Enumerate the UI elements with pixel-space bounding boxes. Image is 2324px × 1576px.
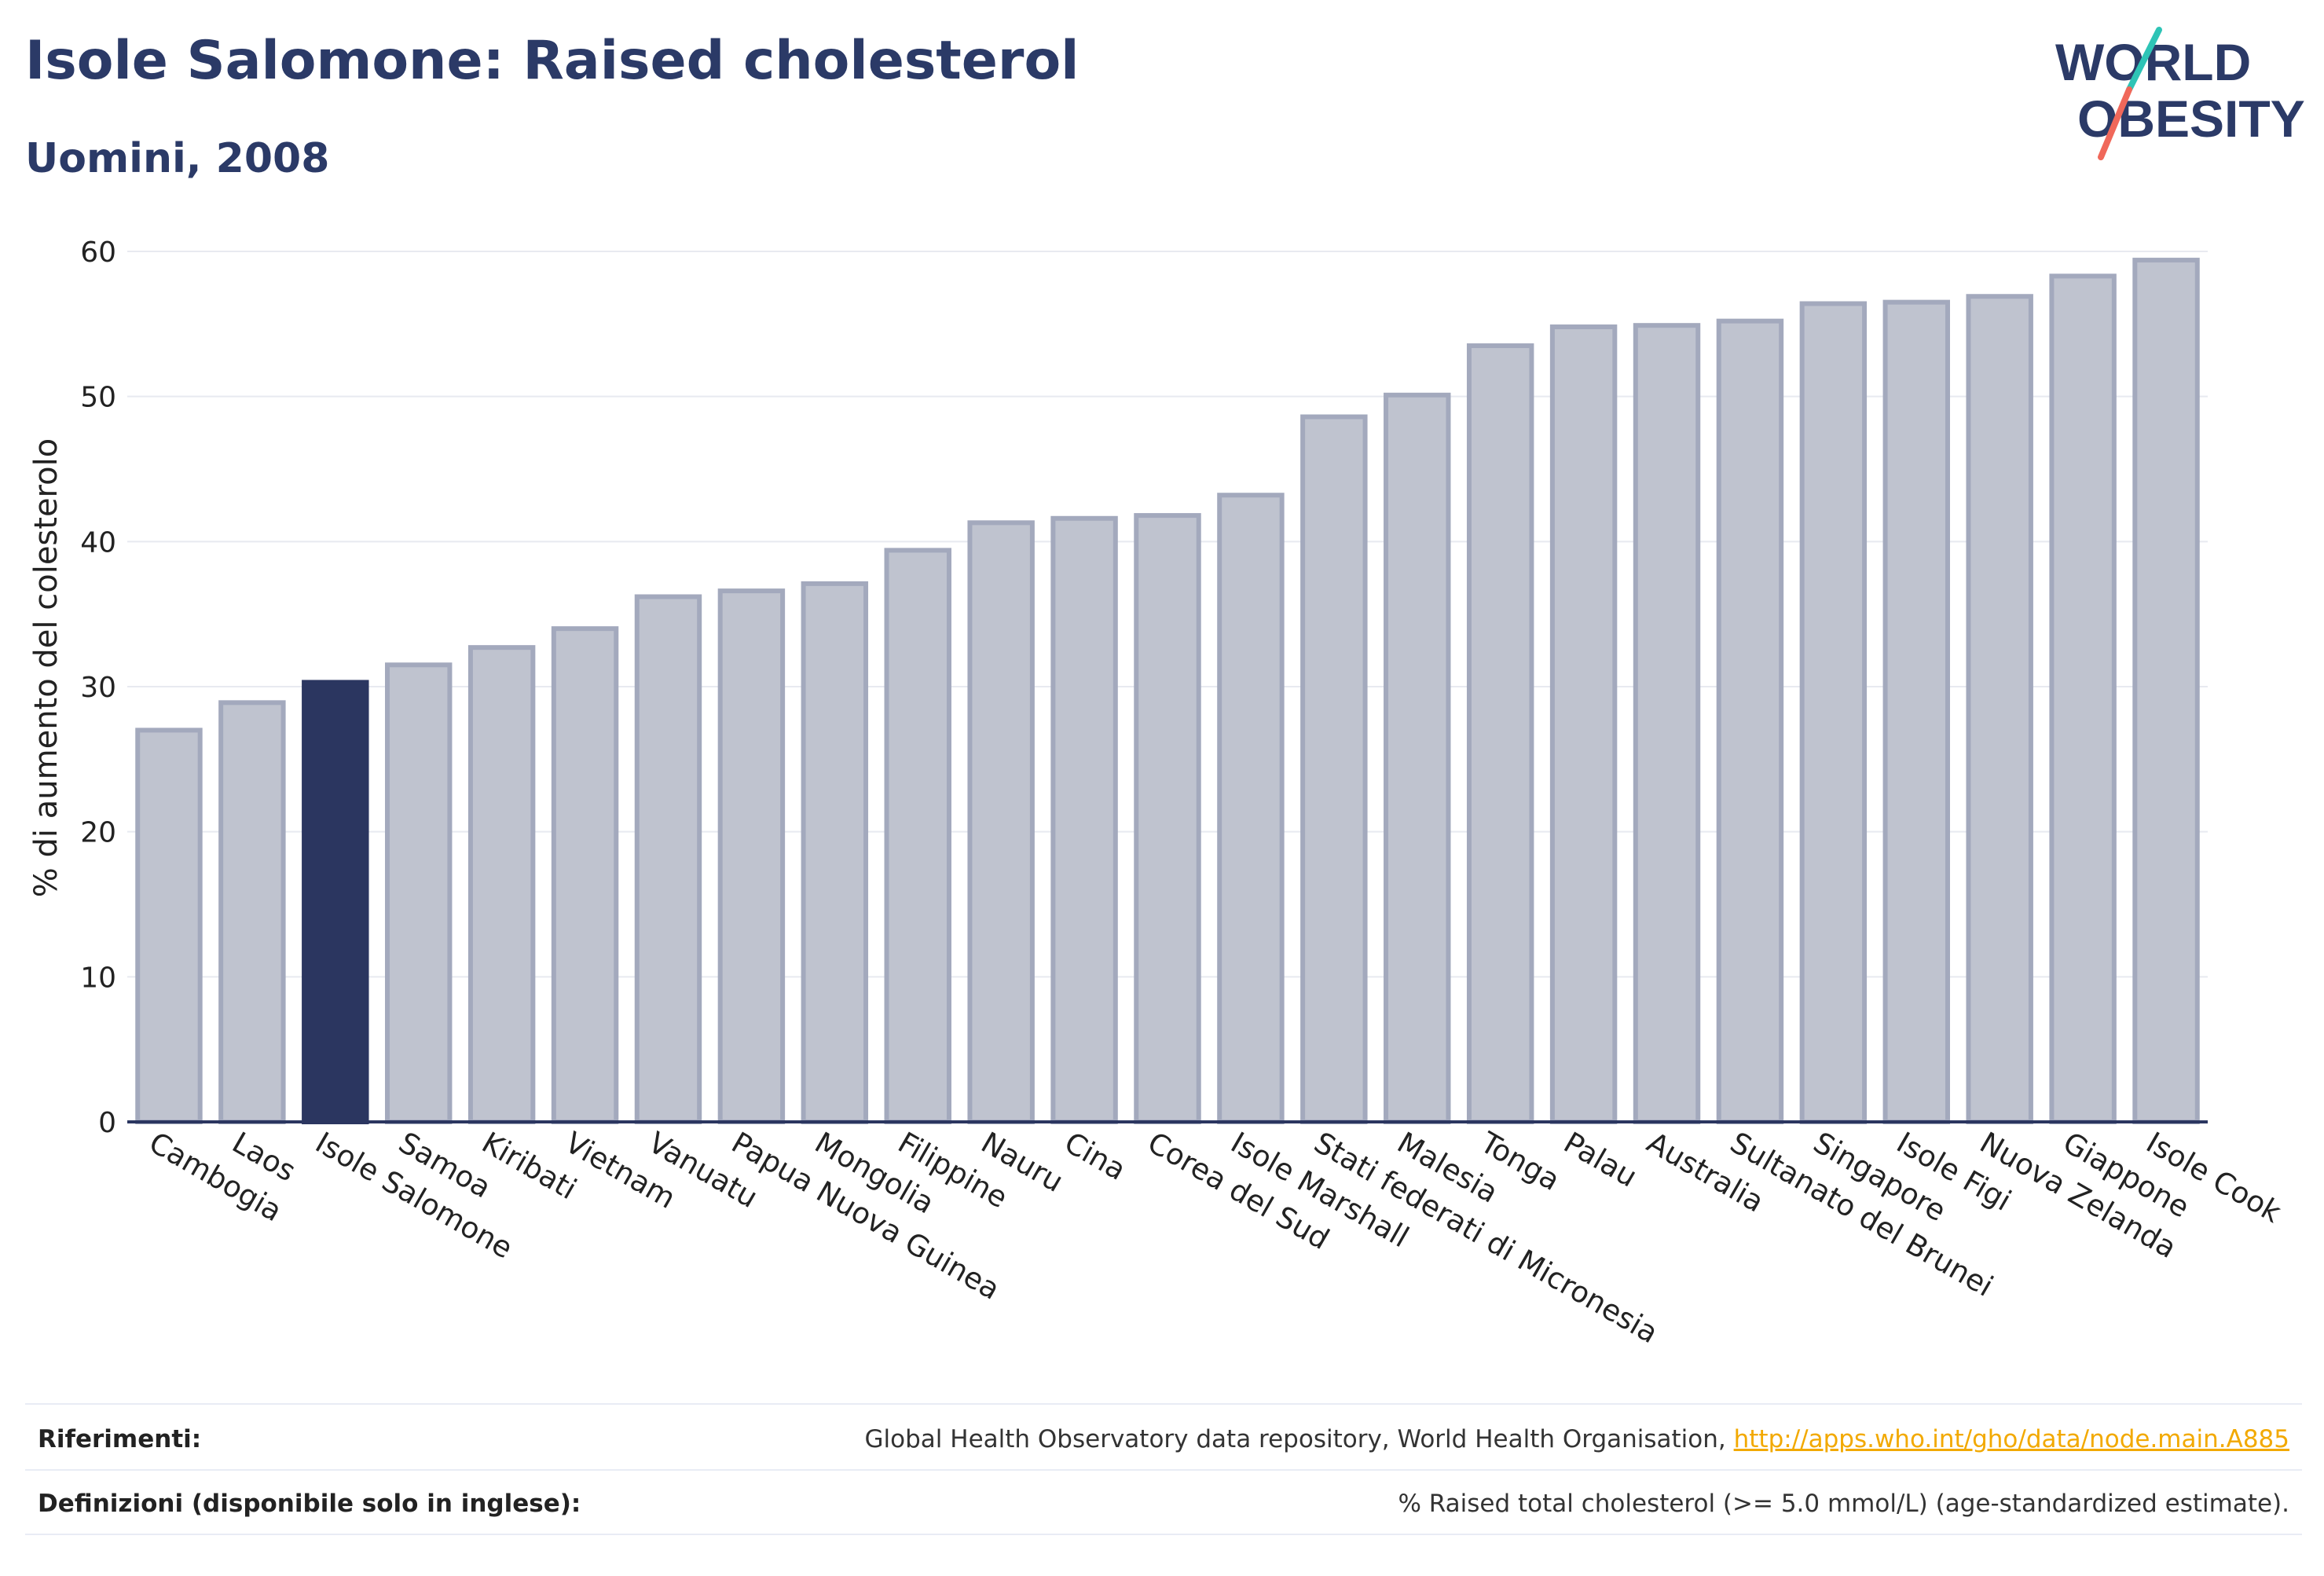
bar-isole-figi <box>1882 299 1951 1125</box>
y-tick-label: 50 <box>80 382 116 414</box>
y-tick-labels: 0 10 20 30 40 50 60 <box>80 236 116 1139</box>
bar-stati-federati-di-micronesia <box>1300 414 1368 1124</box>
definitions-value: % Raised total cholesterol (>= 5.0 mmol/… <box>1398 1490 2289 1518</box>
y-axis-label: % di aumento del colesterolo <box>28 438 64 897</box>
bar-isole-cook <box>2132 258 2200 1125</box>
references-row: Riferimenti: Global Health Observatory d… <box>25 1425 2302 1457</box>
bars <box>135 258 2200 1125</box>
bar-kiribati <box>467 645 536 1124</box>
x-tick-label: Palau <box>1558 1126 1643 1194</box>
bar-nuova-zelanda <box>1966 294 2033 1124</box>
bar-malesia <box>1384 392 1451 1124</box>
definitions-label: Definizioni (disponibile solo in inglese… <box>38 1490 581 1518</box>
references-value: Global Health Observatory data repositor… <box>865 1425 2289 1453</box>
bar-giappone <box>2049 273 2117 1125</box>
y-tick-label: 30 <box>80 672 116 704</box>
logo-slash-top <box>2126 27 2162 93</box>
page-title: Isole Salomone: Raised cholesterol <box>25 30 1080 92</box>
world-obesity-logo: WORLD OBESITY <box>2055 27 2305 160</box>
footer-divider-mid <box>25 1469 2302 1471</box>
footer-divider-bottom <box>25 1534 2302 1535</box>
footer-divider-top <box>25 1403 2302 1405</box>
bar-laos <box>218 700 286 1124</box>
bar-papua-nuova-guinea <box>717 588 786 1124</box>
references-text: Global Health Observatory data repositor… <box>864 1425 1734 1453</box>
bar-isole-marshall <box>1217 493 1285 1124</box>
x-tick-label: Kiribati <box>476 1126 582 1207</box>
x-tick-label: Cina <box>1059 1126 1132 1187</box>
references-link[interactable]: http://apps.who.int/gho/data/node.main.A… <box>1733 1425 2289 1453</box>
definitions-row: Definizioni (disponibile solo in inglese… <box>25 1490 2302 1521</box>
y-tick-label: 10 <box>80 962 116 994</box>
bar-filippine <box>884 548 951 1124</box>
bar-australia <box>1633 323 1701 1124</box>
y-tick-label: 40 <box>80 526 116 559</box>
bar-nauru <box>967 520 1035 1124</box>
bar-tonga <box>1466 343 1534 1124</box>
references-label: Riferimenti: <box>38 1425 202 1453</box>
y-tick-label: 0 <box>98 1107 116 1139</box>
bar-vanuatu <box>634 594 702 1124</box>
bar-palau <box>1549 324 1618 1124</box>
bar-mongolia <box>801 581 869 1124</box>
bar-corea-del-sud <box>1134 513 1201 1124</box>
logo-slash-bottom <box>2098 86 2132 160</box>
bar-cambogia <box>135 728 203 1125</box>
bar-isole-salomone <box>302 680 369 1124</box>
page-subtitle: Uomini, 2008 <box>25 135 330 182</box>
bar-sultanato-del-brunei <box>1716 318 1784 1124</box>
bar-samoa <box>385 662 453 1124</box>
y-tick-label: 60 <box>80 236 116 269</box>
bar-cina <box>1050 515 1118 1124</box>
bar-singapore <box>1799 301 1868 1125</box>
y-tick-label: 20 <box>80 817 116 849</box>
bar-vietnam <box>551 626 619 1124</box>
